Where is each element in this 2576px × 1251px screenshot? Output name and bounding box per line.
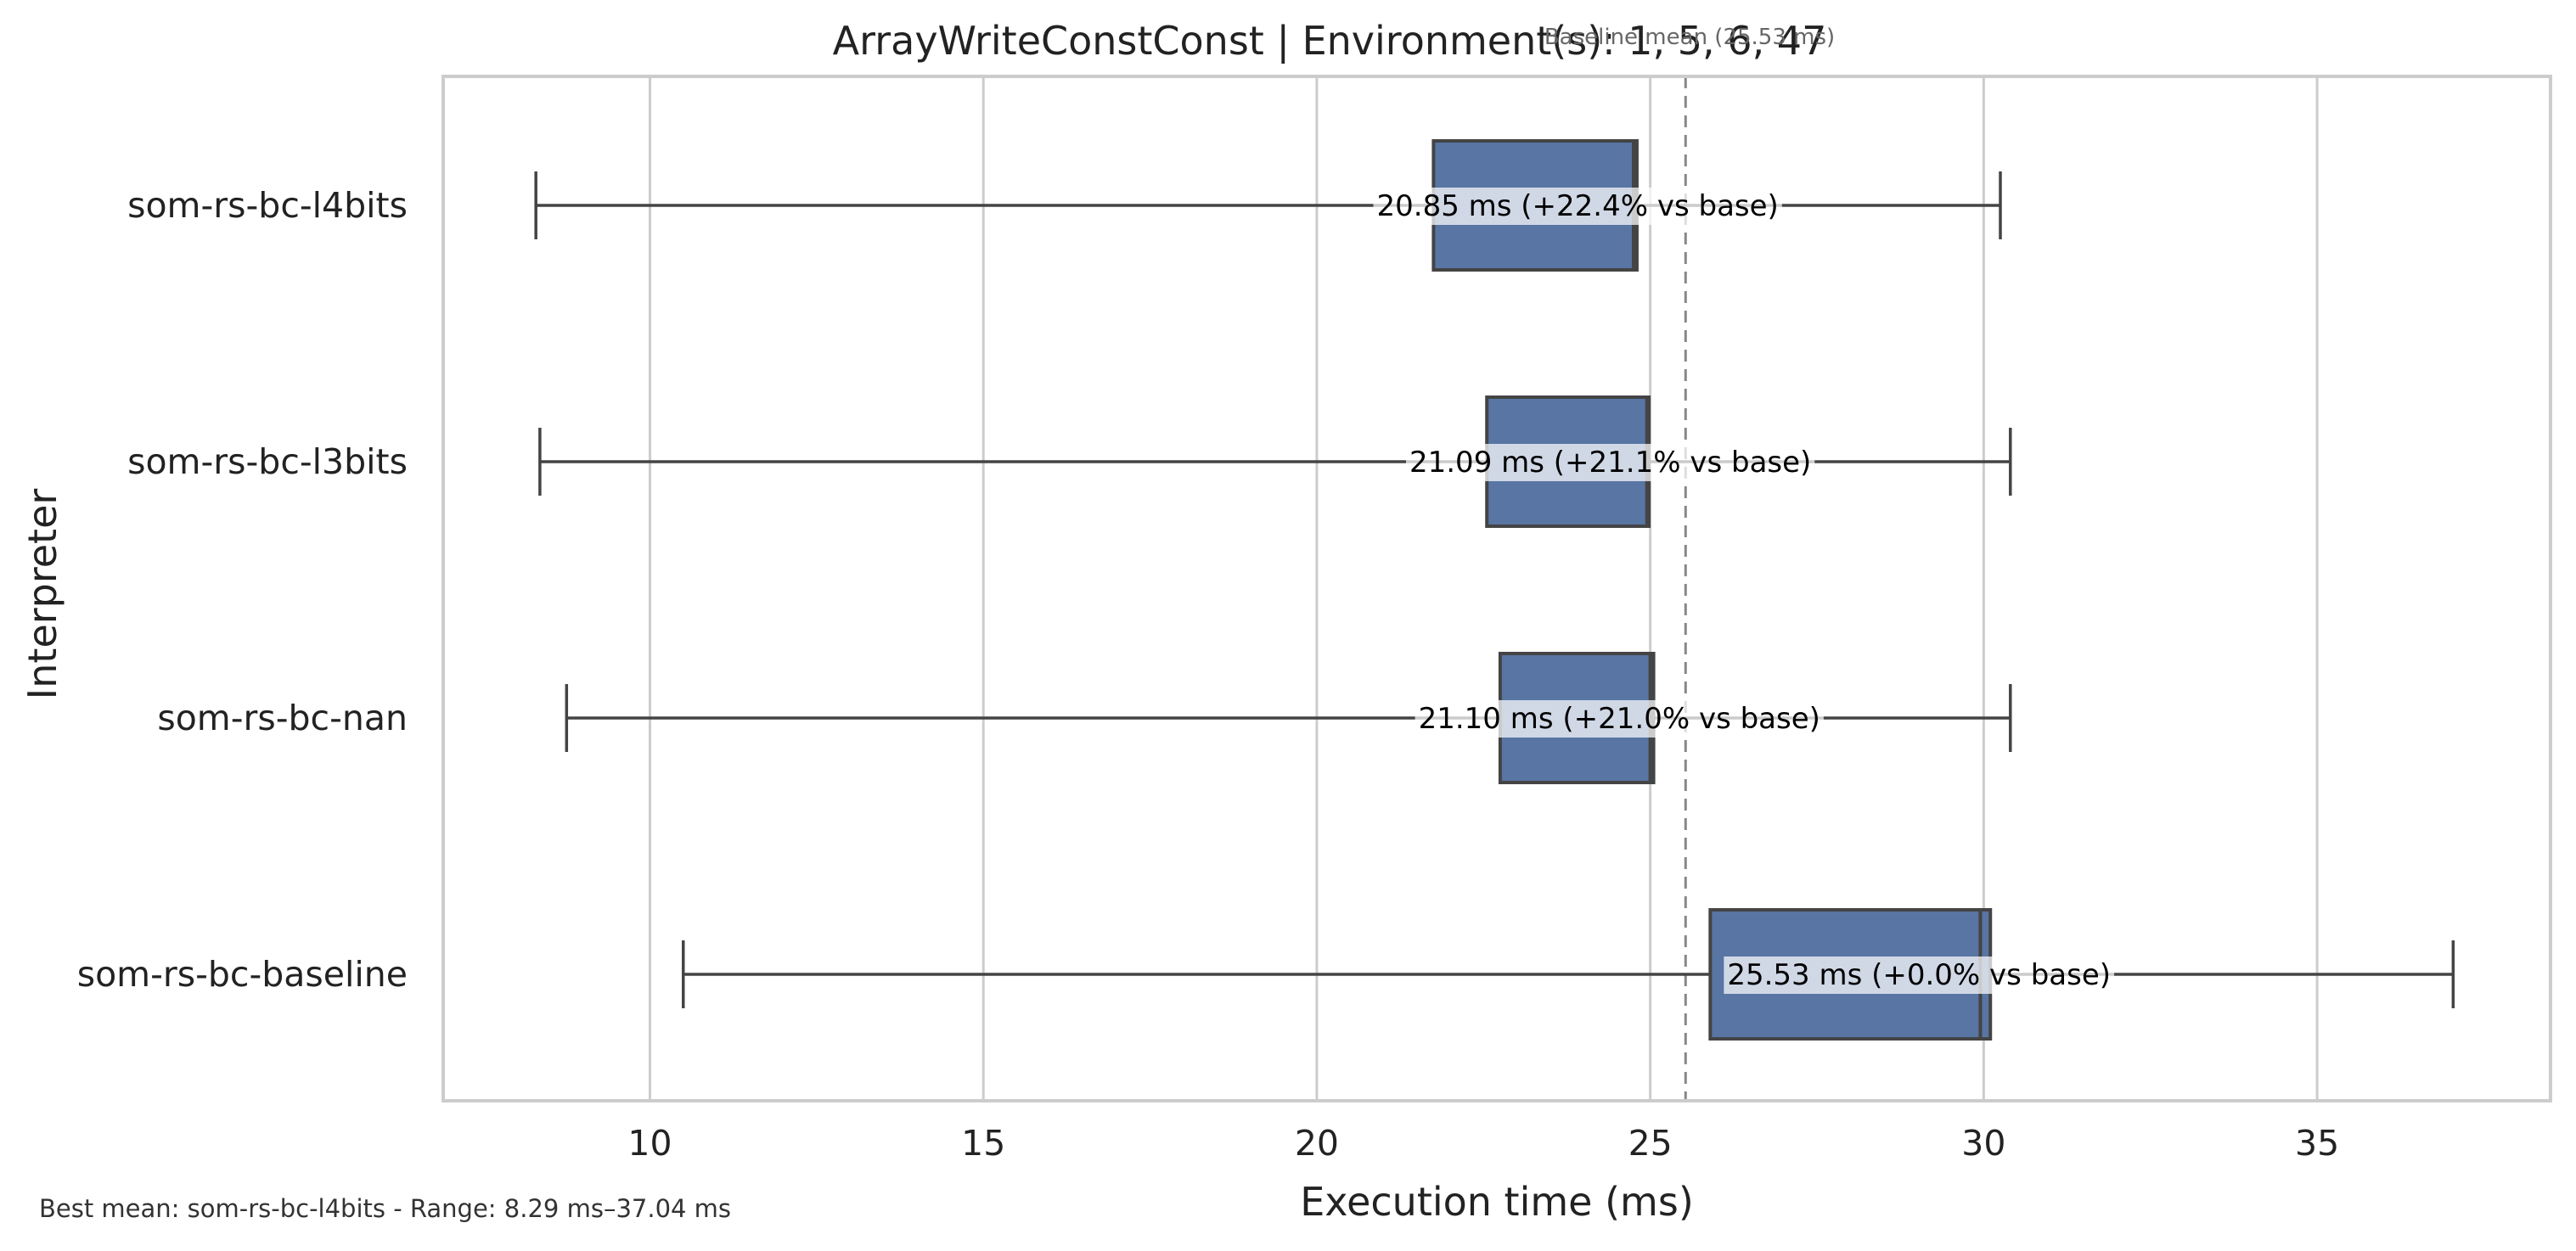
y-axis-label: Interpreter: [20, 489, 65, 700]
y-tick-labels: som-rs-bc-l4bits som-rs-bc-l3bits som-rs-b…: [77, 185, 408, 995]
box-label-background: [1415, 700, 1824, 738]
x-tick-label: 35: [2295, 1123, 2339, 1164]
box-value-label: 21.09 ms (+21.1% vs base): [1409, 446, 1811, 480]
box-label-background: [1405, 444, 1815, 481]
chart-title: ArrayWriteConstConst | Environment(s): 1…: [833, 18, 1827, 65]
box-label-background: [1724, 956, 2115, 994]
box-group-som-rs-bc-l4bits: 20.85 ms (+22.4% vs base): [534, 139, 2002, 272]
x-tick-labels: 10 15 20 25 30 35: [627, 1123, 2339, 1164]
y-tick-label: som-rs-bc-baseline: [77, 954, 408, 995]
x-tick-label: 10: [627, 1123, 672, 1164]
x-tick-label: 15: [961, 1123, 1005, 1164]
x-axis-label: Execution time (ms): [1300, 1179, 1694, 1225]
box-value-label: 20.85 ms (+22.4% vs base): [1377, 189, 1779, 223]
box-label-background: [1373, 188, 1782, 225]
footer-note: Best mean: som-rs-bc-l4bits - Range: 8.2…: [39, 1194, 731, 1223]
x-tick-label: 25: [1628, 1123, 1673, 1164]
x-gridlines: [648, 76, 2319, 1101]
box-group-som-rs-bc-l3bits: 21.09 ms (+21.1% vs base): [538, 395, 2012, 528]
y-tick-label: som-rs-bc-l3bits: [127, 441, 408, 482]
y-tick-label: som-rs-bc-nan: [157, 698, 408, 738]
box-series: 20.85 ms (+22.4% vs base) 21.09 ms (+21.1…: [534, 139, 2455, 1041]
plot-frame: [442, 75, 2552, 1102]
x-tick-label: 30: [1961, 1123, 2005, 1164]
baseline-mean-note: Baseline mean (25.53 ms): [1544, 25, 1835, 50]
x-tick-label: 20: [1295, 1123, 1339, 1164]
box-group-som-rs-bc-baseline: 25.53 ms (+0.0% vs base): [682, 908, 2455, 1041]
box-group-som-rs-bc-nan: 21.10 ms (+21.0% vs base): [565, 652, 2012, 784]
box-value-label: 25.53 ms (+0.0% vs base): [1727, 958, 2111, 992]
y-tick-label: som-rs-bc-l4bits: [127, 185, 408, 226]
box-value-label: 21.10 ms (+21.0% vs base): [1419, 702, 1820, 736]
